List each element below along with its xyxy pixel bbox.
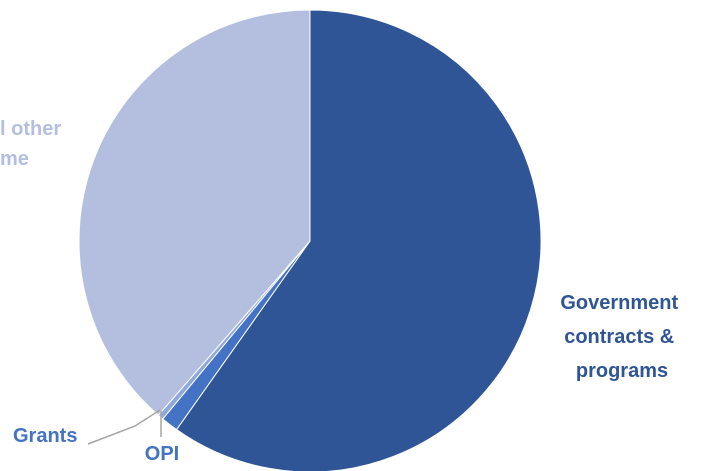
pie-slice-government-contracts-programs <box>175 9 542 471</box>
slice-label-government-line-3: programs <box>576 360 668 382</box>
leader-line-grants <box>87 409 161 445</box>
slice-label-other-income-line-1: l other <box>0 118 61 140</box>
slice-label-government-line-2: contracts & <box>564 326 674 348</box>
slice-label-grants: Grants <box>13 425 77 447</box>
slice-label-government: Government contracts & programs <box>560 292 683 382</box>
pie-slice-and-other-income <box>78 9 311 416</box>
leader-lines <box>87 409 162 445</box>
pie-slices <box>78 9 542 471</box>
slice-label-other-income-line-2: me <box>0 148 29 170</box>
slice-label-other-income: l other me <box>0 118 67 170</box>
slice-label-opi: OPI <box>145 443 179 465</box>
slice-label-government-line-1: Government <box>560 292 678 314</box>
